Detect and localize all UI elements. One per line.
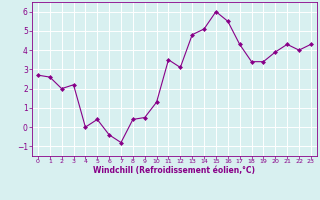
X-axis label: Windchill (Refroidissement éolien,°C): Windchill (Refroidissement éolien,°C) bbox=[93, 166, 255, 175]
